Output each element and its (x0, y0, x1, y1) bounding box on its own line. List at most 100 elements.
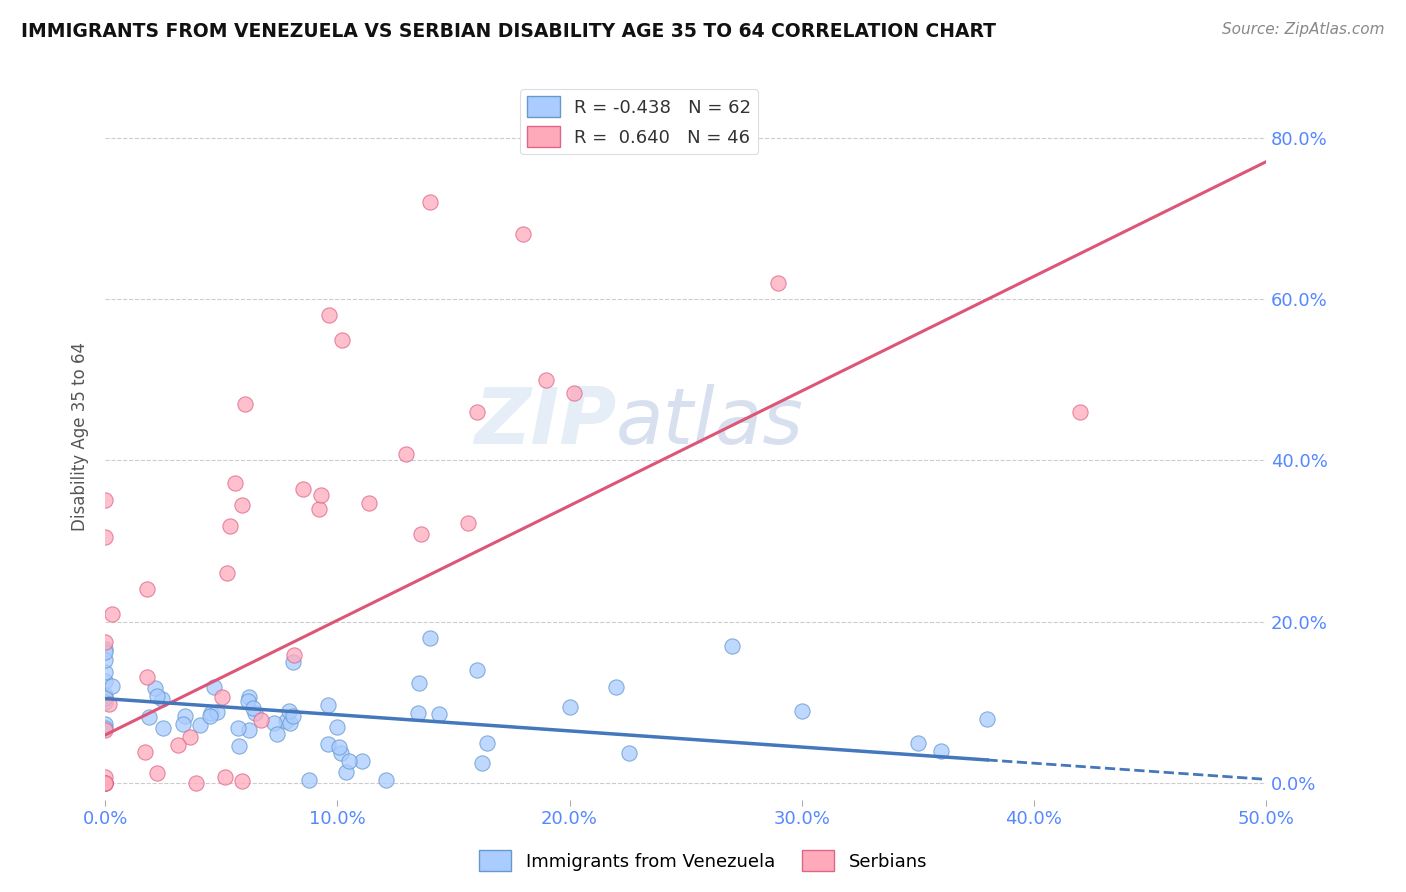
Text: IMMIGRANTS FROM VENEZUELA VS SERBIAN DISABILITY AGE 35 TO 64 CORRELATION CHART: IMMIGRANTS FROM VENEZUELA VS SERBIAN DIS… (21, 22, 995, 41)
Point (224, 476, 246, 491)
Point (101, 607, 124, 621)
Point (339, 755, 361, 769)
Point (330, 747, 353, 761)
Legend: Immigrants from Venezuela, Serbians: Immigrants from Venezuela, Serbians (471, 843, 935, 879)
Point (94, 776, 117, 790)
Point (408, 676, 430, 690)
Point (238, 690, 260, 704)
Point (238, 723, 260, 737)
Point (326, 720, 349, 734)
Point (278, 715, 301, 730)
Point (617, 746, 640, 760)
Point (266, 727, 288, 741)
Point (419, 195, 441, 210)
Point (179, 730, 201, 744)
Point (94, 776, 117, 790)
Point (94, 635, 117, 649)
Point (94, 776, 117, 790)
Point (172, 717, 194, 731)
Point (298, 773, 321, 788)
Point (907, 736, 929, 750)
Point (207, 705, 229, 719)
Point (357, 496, 380, 510)
Point (471, 756, 494, 771)
Point (242, 701, 264, 715)
Point (277, 704, 299, 718)
Point (202, 680, 225, 694)
Point (94, 717, 117, 731)
Point (406, 706, 429, 720)
Point (200, 706, 222, 720)
Point (231, 498, 253, 512)
Point (94, 688, 117, 702)
Point (94, 645, 117, 659)
Point (136, 582, 159, 597)
Point (316, 737, 339, 751)
Point (1069, 405, 1091, 419)
Point (512, 227, 534, 242)
Point (281, 656, 304, 670)
Point (218, 519, 240, 533)
Point (536, 373, 558, 387)
Legend: R = -0.438   N = 62, R =  0.640   N = 46: R = -0.438 N = 62, R = 0.640 N = 46 (520, 89, 758, 154)
Point (94, 641, 117, 656)
Point (200, 708, 222, 723)
Point (350, 754, 373, 768)
Point (226, 721, 249, 735)
Point (316, 698, 339, 712)
Point (249, 713, 271, 727)
Point (94, 776, 117, 790)
Point (214, 770, 236, 784)
Point (94, 665, 117, 680)
Point (236, 694, 259, 708)
Point (97, 697, 120, 711)
Text: ZIP: ZIP (474, 384, 616, 459)
Point (465, 664, 488, 678)
Text: Source: ZipAtlas.com: Source: ZipAtlas.com (1222, 22, 1385, 37)
Point (94, 673, 117, 688)
Point (411, 526, 433, 541)
Point (427, 706, 450, 721)
Point (562, 385, 585, 400)
Point (211, 690, 233, 704)
Point (228, 739, 250, 753)
Point (136, 670, 159, 684)
Point (558, 699, 581, 714)
Point (94, 530, 117, 544)
Point (276, 714, 298, 728)
Point (243, 706, 266, 721)
Point (94, 776, 117, 790)
Point (605, 680, 627, 694)
Point (263, 716, 285, 731)
Point (419, 631, 441, 645)
Point (309, 487, 332, 501)
Point (768, 276, 790, 290)
Point (929, 744, 952, 758)
Point (976, 712, 998, 726)
Point (134, 745, 156, 759)
Point (146, 689, 169, 703)
Point (328, 740, 350, 755)
Point (790, 704, 813, 718)
Point (184, 776, 207, 790)
Y-axis label: Disability Age 35 to 64: Disability Age 35 to 64 (72, 342, 89, 531)
Point (233, 397, 256, 411)
Point (94, 691, 117, 706)
Point (138, 710, 160, 724)
Point (94, 695, 117, 709)
Point (94, 776, 117, 790)
Point (152, 721, 174, 735)
Point (318, 309, 340, 323)
Point (94, 770, 117, 784)
Point (143, 681, 166, 695)
Point (173, 708, 195, 723)
Point (231, 773, 253, 788)
Point (330, 333, 353, 347)
Point (283, 708, 305, 723)
Point (150, 692, 173, 706)
Point (101, 680, 124, 694)
Point (283, 648, 305, 662)
Point (335, 764, 357, 779)
Point (94, 493, 117, 508)
Point (291, 482, 314, 496)
